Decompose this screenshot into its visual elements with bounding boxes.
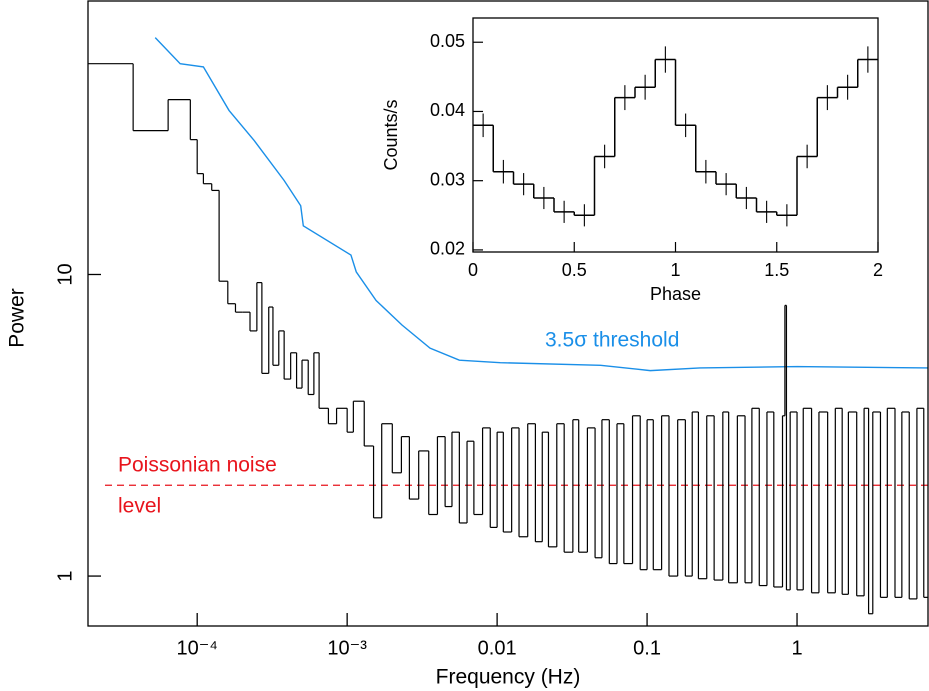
inset-x-tick-label: 0 [468,260,478,280]
y-tick-label: 1 [54,571,76,582]
spectrum-riser [132,63,925,614]
plot-frame [87,0,929,627]
x-tick-label: 0.01 [478,637,517,659]
inset-x-tick-label: 0.5 [562,260,587,280]
x-tick-label: 1 [791,637,802,659]
x-axis-label: Frequency (Hz) [436,666,581,689]
y-axis-label: Power [6,288,29,348]
threshold-line [154,37,928,372]
y-tick-label: 10 [54,263,76,285]
inset-y-tick-label: 0.03 [430,169,465,189]
plot-area [88,37,928,615]
inset-x-tick-label: 2 [873,260,883,280]
x-tick-label: 0.1 [633,637,661,659]
inset-x-tick-label: 1 [670,260,680,280]
inset-background [473,18,878,252]
inset-x-axis-label: Phase [650,284,701,304]
noise-level-label: Poissonian noise [118,454,277,477]
inset-y-tick-label: 0.02 [430,239,465,259]
inset-x-tick-label: 1.5 [764,260,789,280]
x-tick-label: 10⁻⁴ [176,637,217,659]
inset-y-axis-label: Counts/s [381,99,401,170]
inset-y-tick-label: 0.05 [430,31,465,51]
inset-y-tick-label: 0.04 [430,100,465,120]
threshold-label: 3.5σ threshold [545,329,679,352]
x-tick-label: 10⁻³ [327,637,367,659]
noise-level-label: level [118,495,161,518]
histogram-riser [492,59,859,216]
